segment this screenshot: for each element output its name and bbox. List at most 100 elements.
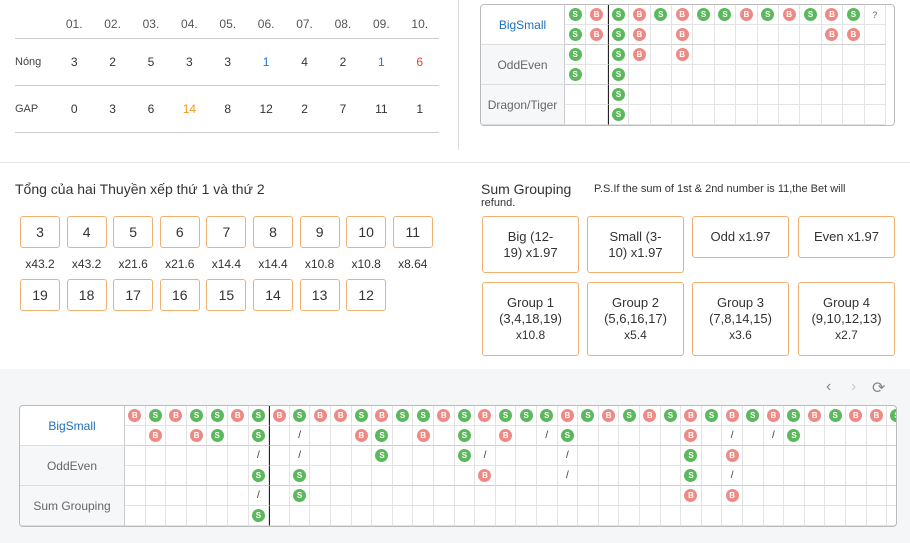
small-marker: S (611, 68, 625, 81)
grid-cell: B (640, 406, 661, 426)
grid-cell: S (289, 466, 311, 486)
grid-cell: S (743, 406, 764, 426)
grid-cell (598, 426, 620, 446)
grid-cell (598, 446, 620, 466)
sum-button[interactable]: 12 (346, 279, 387, 311)
grouping-button[interactable]: Group 4 (9,10,12,13) x2.7 (798, 282, 895, 356)
grid-cell (454, 486, 476, 506)
grid-cell (207, 466, 228, 486)
hot-gap-table: 01. 02. 03. 04. 05. 06. 07. 08. 09. 10. Nóng 3 2 5 3 3… (15, 10, 439, 133)
grid-cell: S (607, 65, 630, 85)
small-marker: S (828, 409, 842, 422)
big-marker: B (766, 409, 780, 422)
grid-cell (145, 446, 167, 466)
sum-button[interactable]: 10 (346, 216, 387, 248)
grid-cell: S (660, 406, 682, 426)
grid-cell (310, 426, 331, 446)
table-cell: 2 (285, 85, 324, 133)
small-marker: S (568, 68, 582, 81)
grouping-button[interactable]: Small (3- 10) x1.97 (587, 216, 684, 273)
grouping-button[interactable]: Even x1.97 (798, 216, 895, 258)
sum-button[interactable]: 8 (253, 216, 293, 248)
small-marker: S (416, 409, 430, 422)
grid-cell (640, 466, 661, 486)
grid-cell: B (166, 406, 187, 426)
grid-cell: B (763, 406, 785, 426)
sum-button[interactable]: 14 (253, 279, 293, 311)
grid-cell: S (495, 406, 517, 426)
grid-cell (166, 506, 187, 526)
grid-cell (693, 45, 715, 65)
big-marker: B (643, 409, 657, 422)
grid-cell (166, 426, 187, 446)
sum-button[interactable]: 7 (206, 216, 247, 248)
prev-arrow-icon[interactable]: ‹ (826, 378, 832, 395)
grid-cell (434, 506, 455, 526)
big-marker: B (169, 409, 183, 422)
grid-cell (619, 426, 640, 446)
grouping-button-text: (3,4,18,19) (499, 311, 562, 326)
big-marker: B (739, 8, 753, 21)
table-cell: 14 (170, 85, 209, 133)
grid-cell (736, 85, 758, 105)
big-marker: B (272, 409, 286, 422)
sum-button[interactable]: 15 (206, 279, 247, 311)
grid-cell: S (693, 5, 715, 25)
grid-cell (145, 486, 167, 506)
grouping-button[interactable]: Big (12- 19) x1.97 (482, 216, 579, 273)
refresh-icon[interactable]: ⟳ (872, 380, 886, 397)
grid-cell (763, 486, 785, 506)
grid-cell (825, 426, 846, 446)
sum-button[interactable]: 19 (20, 279, 60, 311)
grid-cell: S (207, 426, 228, 446)
grid-cell: S (557, 426, 579, 446)
sum-button[interactable]: 6 (159, 216, 200, 248)
sum-button[interactable]: 11 (392, 216, 433, 248)
grid-cell (145, 466, 167, 486)
sum-button[interactable]: 3 (20, 216, 60, 248)
sum-button[interactable]: 9 (299, 216, 340, 248)
slash-marker: / (730, 430, 734, 441)
grid-cell (228, 446, 249, 466)
grid-cell: S (145, 406, 167, 426)
grouping-button[interactable]: Group 3 (7,8,14,15) x3.6 (692, 282, 789, 356)
sum-button[interactable]: 18 (66, 279, 107, 311)
grid-cell: B (475, 406, 496, 426)
grid-cell (804, 446, 826, 466)
grid-cell: S (207, 406, 228, 426)
sum-button[interactable]: 5 (113, 216, 154, 248)
grid-cell: S (392, 406, 414, 426)
small-marker: S (697, 8, 711, 21)
sum-button[interactable]: 16 (159, 279, 200, 311)
grid-cell (693, 85, 715, 105)
grouping-button[interactable]: Odd x1.97 (692, 216, 789, 258)
big-marker: B (675, 48, 689, 61)
sum-button[interactable]: 13 (299, 279, 340, 311)
grid-cell: B (722, 446, 743, 466)
grid-cell: B (228, 406, 249, 426)
sum-button[interactable]: 17 (113, 279, 154, 311)
grid-cell (269, 486, 290, 506)
next-arrow-icon[interactable]: › (851, 378, 857, 395)
grouping-button[interactable]: Group 1 (3,4,18,19) x10.8 (482, 282, 579, 356)
grid-cell: B (125, 406, 146, 426)
grid-cell (650, 25, 672, 45)
grid-cell (629, 85, 651, 105)
grid-cell (714, 85, 737, 105)
grid-cell (825, 506, 846, 526)
grid-cell (586, 105, 608, 125)
grid-cell (757, 85, 779, 105)
small-marker: S (251, 409, 265, 422)
grid-cell (516, 486, 537, 506)
sum-button[interactable]: 4 (66, 216, 107, 248)
big-marker: B (478, 409, 492, 422)
grid-cell (495, 446, 517, 466)
grid-cell (434, 466, 455, 486)
big-marker: B (849, 409, 863, 422)
grid-cell: B (736, 5, 758, 25)
small-marker: S (611, 88, 625, 101)
grouping-button[interactable]: Group 2 (5,6,16,17) x5.4 (587, 282, 684, 356)
big-marker: B (808, 409, 822, 422)
grid-cell: B (672, 5, 694, 25)
grid-cell (843, 85, 865, 105)
